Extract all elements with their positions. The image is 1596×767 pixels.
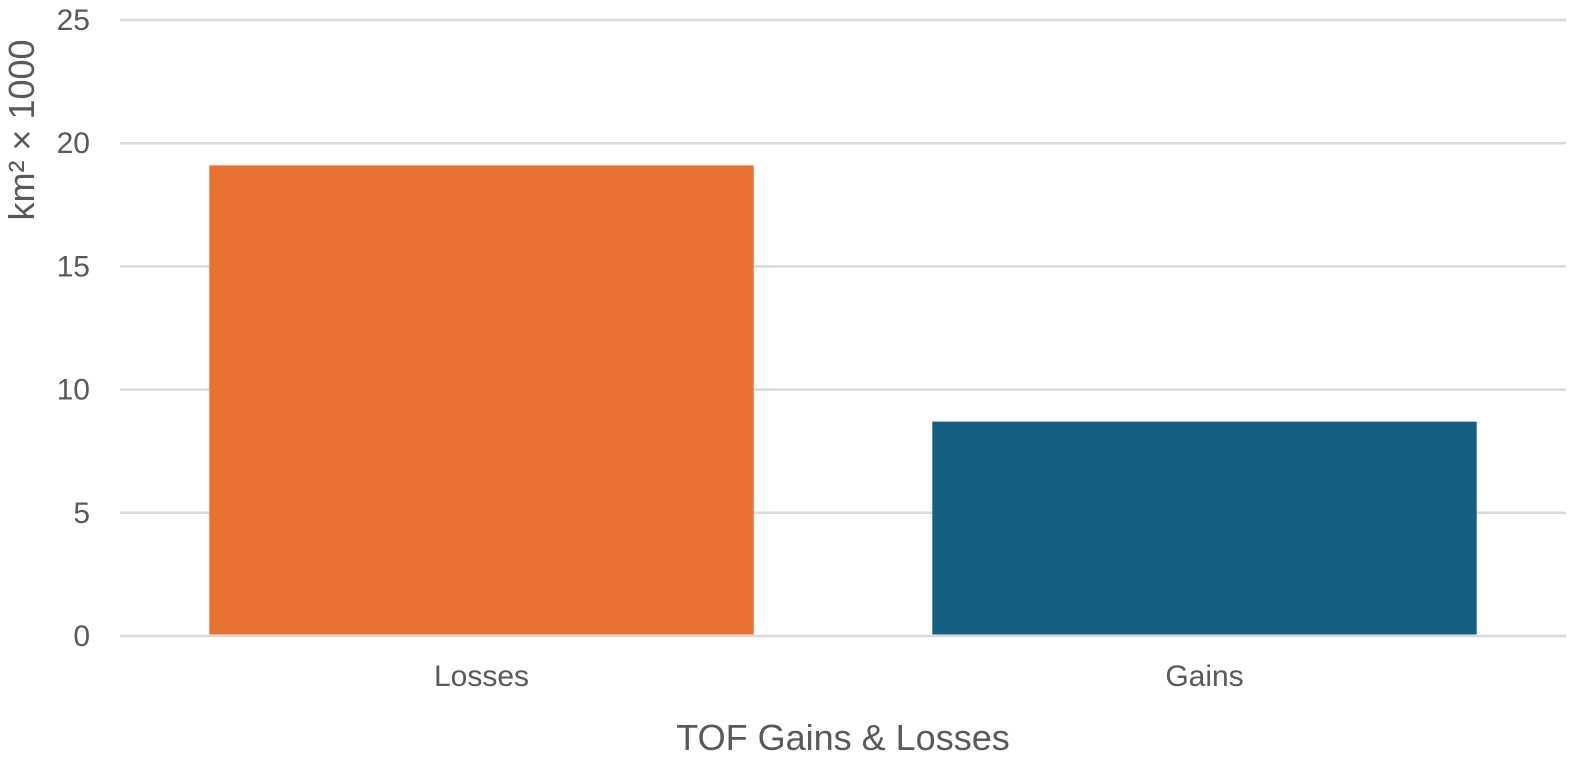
bars: [209, 165, 1477, 635]
y-tick-label: 0: [73, 620, 90, 653]
y-tick-label: 10: [57, 374, 90, 407]
x-axis-label: TOF Gains & Losses: [676, 717, 1009, 758]
x-tick-label-losses: Losses: [434, 660, 529, 693]
y-tick-label: 5: [73, 497, 90, 530]
bar-gains: [932, 421, 1477, 635]
x-tick-labels: Losses Gains: [434, 660, 1244, 693]
y-tick-labels: 0 5 10 15 20 25: [57, 4, 90, 653]
y-tick-label: 15: [57, 250, 90, 283]
y-tick-label: 25: [57, 4, 90, 37]
x-tick-label-gains: Gains: [1165, 660, 1243, 693]
bar-losses: [209, 165, 754, 635]
y-axis-label: km² × 1000: [1, 39, 42, 220]
y-tick-label: 20: [57, 127, 90, 160]
